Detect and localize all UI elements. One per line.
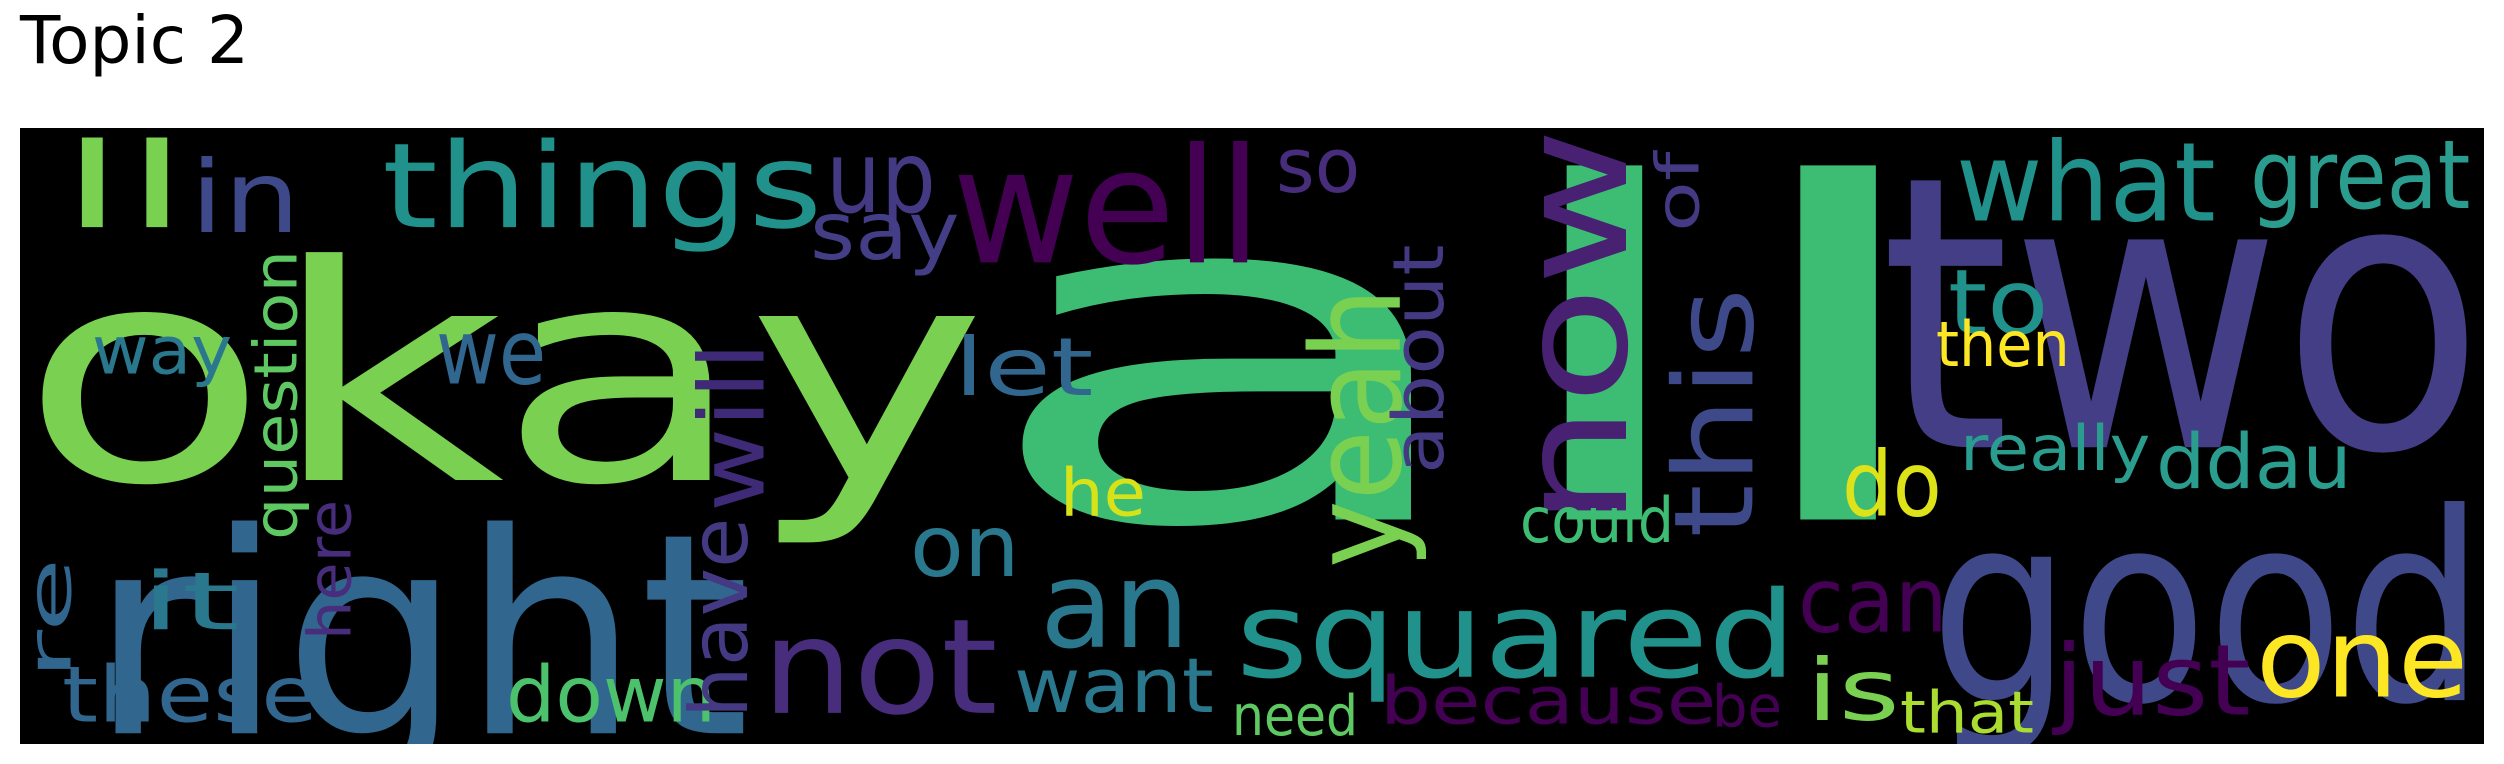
word-one: one <box>2256 594 2469 723</box>
word-squared: squared <box>1236 565 1797 706</box>
word-will: will <box>679 341 786 512</box>
word-these: these <box>62 648 318 741</box>
word-good: good <box>1930 456 2484 744</box>
word-ll: ll <box>60 128 190 256</box>
word-here: here <box>294 499 365 640</box>
word-cloud: all okay two right good squared now well… <box>20 128 2484 744</box>
word-be: be <box>1712 672 1782 741</box>
word-great: great <box>2250 128 2471 231</box>
word-things: things <box>382 128 823 256</box>
word-so: so <box>1276 128 1361 211</box>
word-let: let <box>954 320 1094 415</box>
word-way: way <box>92 312 233 390</box>
word-up: up <box>826 128 936 236</box>
word-ddau: ddau <box>2156 417 2352 507</box>
word-want: want <box>1014 641 1214 731</box>
word-two: two <box>1880 128 2484 539</box>
word-to: to <box>1948 249 2049 356</box>
word-say: say <box>810 184 960 279</box>
word-he: he <box>1060 454 1146 532</box>
word-in: in <box>190 139 301 256</box>
word-okay: okay <box>20 201 988 552</box>
word-now: now <box>1486 128 1663 529</box>
word-can: can <box>1798 547 1948 654</box>
word-on: on <box>910 496 1020 597</box>
word-because: because <box>1380 662 1717 740</box>
word-not: not <box>762 590 998 744</box>
word-re: re <box>20 557 85 680</box>
word-have: have <box>672 517 767 718</box>
word-right: right <box>90 472 750 744</box>
word-really: really <box>1960 412 2151 485</box>
word-of: of <box>1642 151 1713 232</box>
word-this: this <box>1650 287 1779 538</box>
word-what: what <box>1956 128 2216 247</box>
word-an: an <box>1040 535 1190 676</box>
word-down: down <box>506 648 716 741</box>
word-just: just <box>2054 623 2251 738</box>
word-well: well <box>952 128 1262 301</box>
chart-title: Topic 2 <box>20 2 249 79</box>
word-all: all <box>972 128 1955 632</box>
word-is: is <box>1806 640 1900 741</box>
word-question: question <box>240 249 311 541</box>
word-could: could <box>1520 484 1674 557</box>
word-need: need <box>1232 682 1358 744</box>
word-it: it <box>140 554 240 649</box>
word-we: we <box>436 299 547 406</box>
word-do: do <box>1842 431 1942 538</box>
word-that: that <box>1900 678 2035 744</box>
word-then: then <box>1936 308 2070 381</box>
word-about: about <box>1377 244 1460 474</box>
